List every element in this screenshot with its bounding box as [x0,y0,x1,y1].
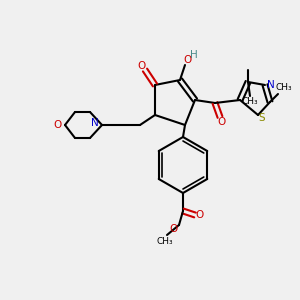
Text: O: O [183,55,191,65]
Text: O: O [195,210,203,220]
Text: O: O [137,61,145,71]
Text: S: S [259,113,265,123]
Text: O: O [218,117,226,127]
Text: CH₃: CH₃ [276,83,292,92]
Text: CH₃: CH₃ [157,236,173,245]
Text: N: N [267,80,275,90]
Text: O: O [53,120,61,130]
Text: O: O [170,224,178,234]
Text: H: H [190,50,198,60]
Text: CH₃: CH₃ [242,98,258,106]
Text: N: N [91,118,99,128]
